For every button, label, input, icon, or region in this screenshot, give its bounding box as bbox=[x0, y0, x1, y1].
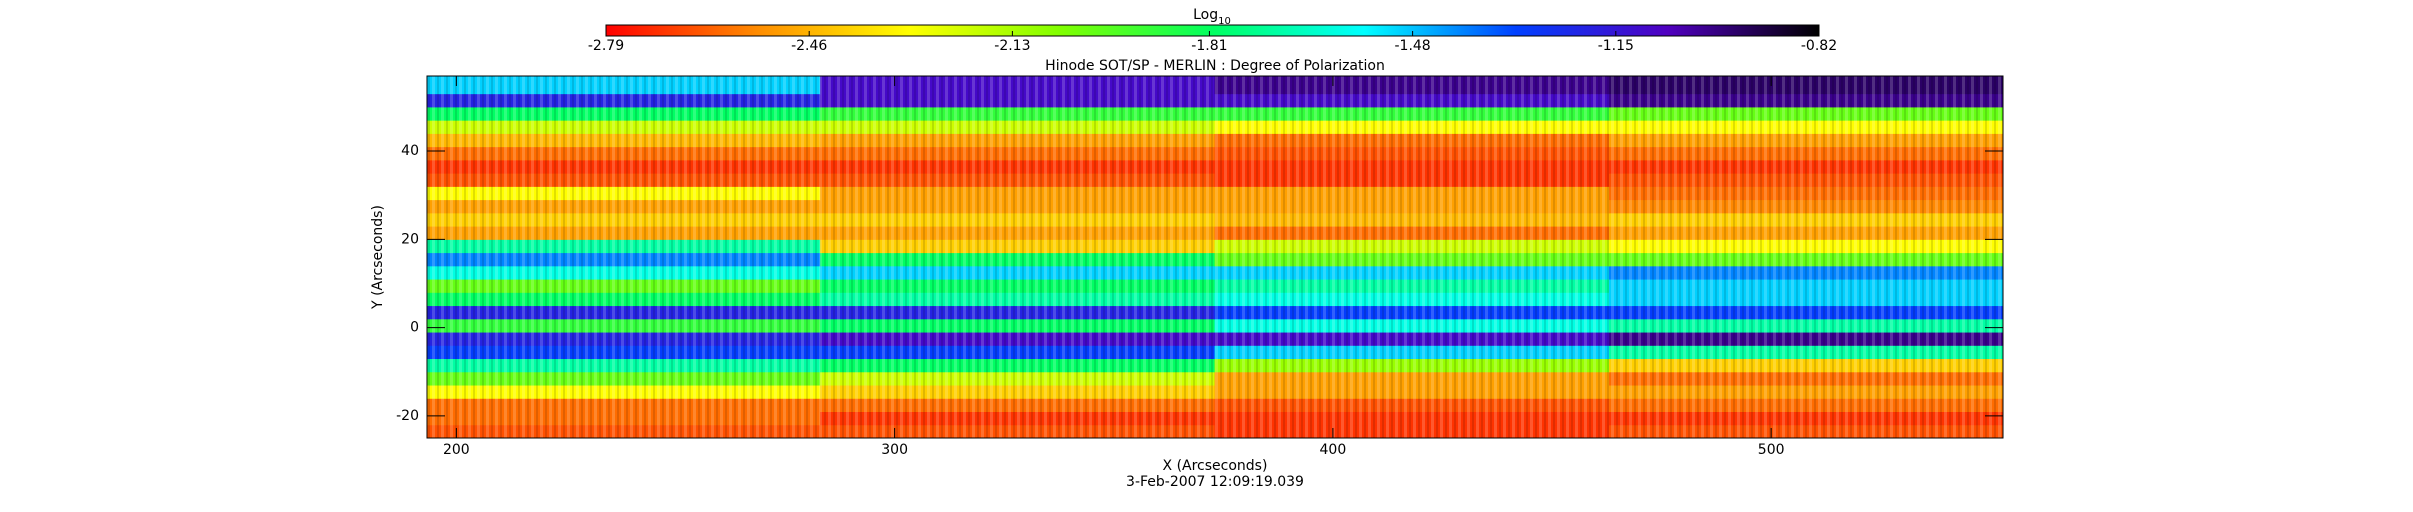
y-tick-label: 0 bbox=[410, 320, 419, 336]
x-tick-label: 400 bbox=[1320, 442, 1347, 458]
colorbar-tick-label: -2.13 bbox=[994, 38, 1030, 54]
colorbar-tick-label: -2.79 bbox=[588, 38, 624, 54]
colorbar-title-sub: 10 bbox=[1218, 16, 1231, 27]
chart-title: Hinode SOT/SP - MERLIN : Degree of Polar… bbox=[1045, 58, 1385, 74]
x-tick-label: 300 bbox=[881, 442, 908, 458]
y-tick-label: 40 bbox=[401, 143, 419, 159]
colorbar-title: Log10 bbox=[1193, 7, 1231, 27]
x-tick-label: 500 bbox=[1758, 442, 1785, 458]
x-tick-label: 200 bbox=[443, 442, 470, 458]
colorbar-tick-label: -2.46 bbox=[791, 38, 827, 54]
y-tick-label: -20 bbox=[396, 408, 419, 424]
plot-frame bbox=[426, 75, 2004, 439]
colorbar-title-main: Log bbox=[1193, 7, 1218, 23]
texture bbox=[427, 76, 2003, 438]
colorbar-tick-label: -1.48 bbox=[1394, 38, 1430, 54]
footer-date: 3-Feb-2007 12:09:19.039 bbox=[1126, 474, 1304, 490]
y-axis-label: Y (Arcseconds) bbox=[370, 205, 386, 310]
colorbar-tick-label: -0.82 bbox=[1801, 38, 1837, 54]
colorbar-tick-label: -1.15 bbox=[1598, 38, 1634, 54]
colorbar bbox=[605, 24, 1820, 37]
colorbar-tick-label: -1.81 bbox=[1191, 38, 1227, 54]
x-axis-label: X (Arcseconds) bbox=[1163, 458, 1268, 474]
y-tick-label: 20 bbox=[401, 231, 419, 247]
